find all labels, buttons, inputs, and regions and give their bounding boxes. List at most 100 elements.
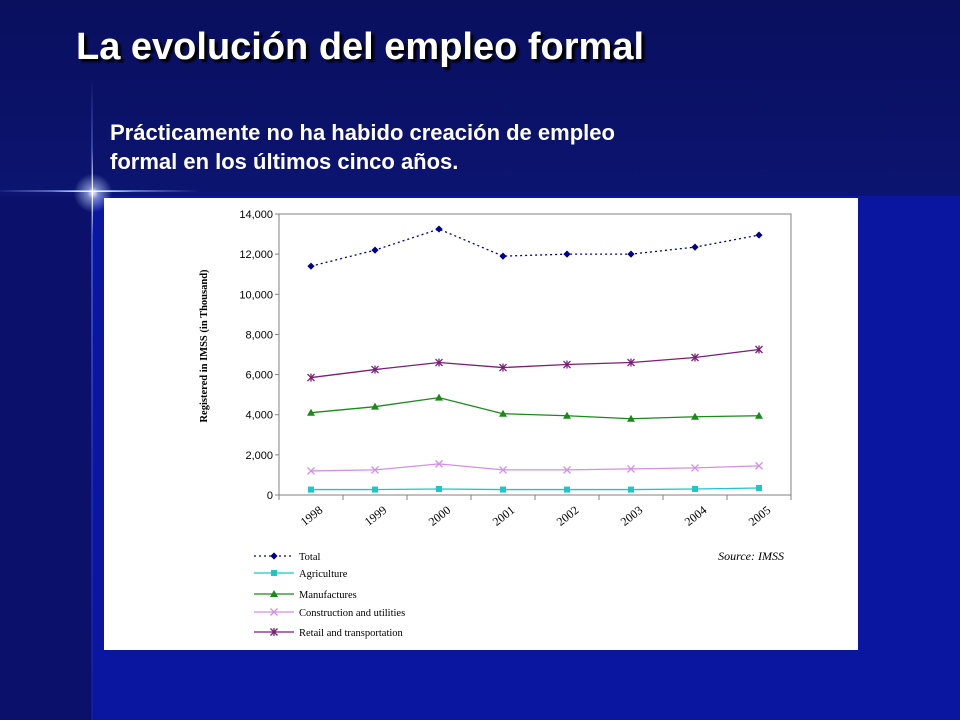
data-point-retail-and-transportation [755, 345, 763, 354]
chart-panel: 0 2,000 4,000 6,000 8,000 10,000 12,000 14,000 … [104, 198, 858, 650]
y-tick-label: 12,000 [239, 249, 273, 261]
data-point-construction-and-utilities [307, 466, 315, 475]
data-point-agriculture [628, 486, 634, 493]
data-point-retail-and-transportation [371, 365, 379, 374]
x-stroke-2 [435, 459, 443, 468]
data-point-agriculture [372, 486, 378, 493]
x-tick-label: 2004 [682, 503, 710, 529]
data-point-agriculture [500, 486, 506, 493]
series-line-agriculture [311, 487, 760, 491]
legend-label: Construction and utilities [299, 608, 405, 619]
series-line-manufactures [310, 396, 760, 420]
slide-subtitle: Prácticamente no ha habido creación de e… [110, 118, 615, 176]
x-stroke-2 [627, 464, 635, 473]
legend-marker [270, 628, 278, 636]
legend-item-retail-and-transportation: Retail and transportation [254, 628, 404, 639]
x-tick-label: 2003 [618, 503, 646, 529]
y-tick-label: 0 [267, 490, 273, 502]
sparkle-ray-horizontal [52, 191, 134, 192]
data-point-total [499, 252, 507, 260]
data-point-total [755, 231, 763, 239]
legend-label: Agriculture [299, 569, 348, 580]
slide-header-background [0, 0, 960, 196]
data-point-retail-and-transportation [499, 363, 507, 372]
x-tick-label: 2001 [490, 503, 518, 529]
data-point-construction-and-utilities [435, 459, 443, 468]
data-point-total [691, 243, 699, 251]
series-construction-and-utilities [307, 459, 763, 475]
data-point-total [371, 246, 379, 254]
series-line-total [310, 228, 760, 267]
data-point-total [563, 250, 571, 258]
y-tick-label: 10,000 [239, 289, 273, 301]
series-layer [307, 225, 763, 493]
data-point-construction-and-utilities [371, 465, 379, 474]
legend-item-total: Total [254, 552, 321, 563]
data-point-construction-and-utilities [691, 463, 699, 472]
data-point-manufactures [563, 411, 571, 419]
data-point-manufactures [691, 412, 699, 420]
data-point-agriculture [436, 485, 442, 492]
chart-legend: Total Agriculture Manufactures Construction… [254, 552, 405, 639]
series-total [307, 225, 763, 270]
legend-label: Manufactures [299, 590, 357, 601]
data-point-agriculture [308, 486, 314, 493]
x-tick-label: 1999 [362, 503, 390, 529]
series-line-retail-and-transportation [310, 348, 760, 379]
data-point-construction-and-utilities [755, 461, 763, 470]
series-manufactures [307, 393, 763, 422]
data-point-construction-and-utilities [627, 464, 635, 473]
data-point-manufactures [627, 414, 635, 422]
x-stroke-2 [270, 608, 278, 616]
legend-item-construction-and-utilities: Construction and utilities [254, 608, 405, 619]
x-stroke-2 [755, 461, 763, 470]
legend-marker [270, 552, 278, 560]
data-point-retail-and-transportation [563, 360, 571, 369]
x-tick-label: 1998 [298, 503, 326, 529]
data-point-retail-and-transportation [435, 358, 443, 367]
sparkle-ray-vertical [92, 150, 93, 236]
legend-label: Total [299, 552, 321, 563]
y-tick-label: 8,000 [245, 329, 273, 341]
y-axis-ticks: 0 2,000 4,000 6,000 8,000 10,000 12,000 14,000 [239, 209, 279, 502]
legend-item-agriculture: Agriculture [254, 569, 348, 580]
data-point-agriculture [692, 485, 698, 492]
data-point-manufactures [499, 409, 507, 417]
y-tick-label: 4,000 [245, 410, 273, 422]
data-point-retail-and-transportation [691, 353, 699, 362]
line-chart: 02,0004,0006,0008,00010,00012,00014,000 … [199, 209, 792, 639]
x-stroke-2 [307, 466, 315, 475]
data-point-retail-and-transportation [307, 373, 315, 382]
y-axis-label: Registered in IMSS (in Thousand) [199, 269, 210, 423]
series-retail-and-transportation [307, 345, 763, 382]
legend-label: Retail and transportation [299, 628, 404, 639]
x-stroke-2 [499, 465, 507, 474]
series-line-construction-and-utilities [310, 463, 760, 472]
data-point-manufactures [755, 411, 763, 419]
x-stroke-2 [563, 465, 571, 474]
data-point-manufactures [435, 393, 443, 401]
legend-item-manufactures: Manufactures [254, 590, 357, 601]
legend-marker [270, 608, 278, 616]
data-point-total [435, 225, 443, 233]
slide-left-band [0, 196, 92, 720]
x-tick-label: 2000 [426, 503, 454, 529]
x-axis-ticks: 1998 1999 2000 2001 2002 2003 2004 2005 [278, 495, 792, 529]
subtitle-line-1: Prácticamente no ha habido creación de e… [110, 120, 615, 145]
x-tick-label: 2002 [554, 503, 582, 529]
data-point-manufactures [371, 402, 379, 410]
chart-source-note: Source: IMSS [718, 549, 784, 563]
subtitle-line-2: formal en los últimos cinco años. [110, 149, 459, 174]
data-point-total [627, 250, 635, 258]
y-tick-label: 6,000 [245, 370, 273, 382]
x-tick-label: 2005 [746, 503, 774, 529]
data-point-agriculture [564, 486, 570, 493]
data-point-construction-and-utilities [563, 465, 571, 474]
series-agriculture [308, 484, 762, 493]
legend-marker [271, 570, 277, 576]
x-stroke-2 [691, 463, 699, 472]
data-point-manufactures [307, 408, 315, 416]
decorative-vertical-line [91, 78, 93, 720]
data-point-total [307, 262, 315, 270]
data-point-construction-and-utilities [499, 465, 507, 474]
